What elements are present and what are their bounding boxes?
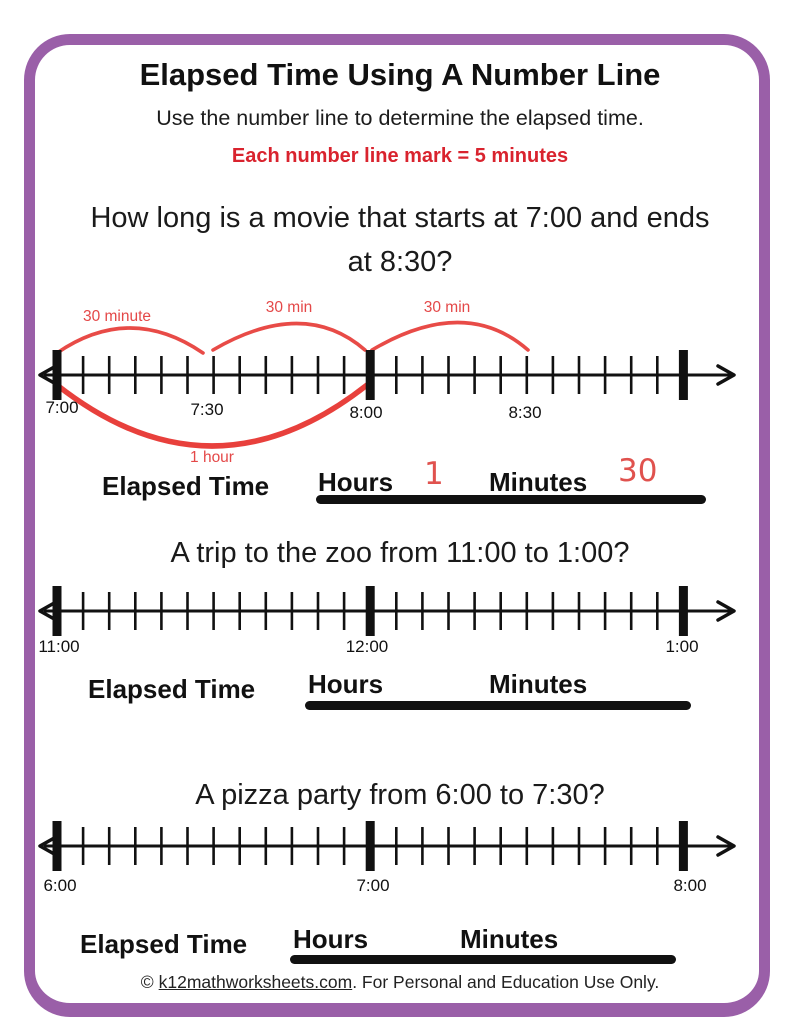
minutes-label-1: Minutes <box>489 467 588 497</box>
number-line-2 <box>38 586 736 636</box>
tick-label-800: 8:00 <box>349 403 383 422</box>
arc-label-1-hour: 1 hour <box>190 449 234 466</box>
arc-1-hour-bottom <box>54 382 370 449</box>
hours-label-1: Hours <box>318 467 394 497</box>
question-1: How long is a movie that starts at 7:00 … <box>90 202 710 278</box>
hours-label-3: Hours <box>293 924 369 954</box>
number-line-1 <box>38 320 736 449</box>
tick-label-700: 7:00 <box>45 398 79 417</box>
arc-label-30-min-2: 30 min <box>265 299 313 316</box>
question-2: A trip to the zoo from 11:00 to 1:00? <box>170 537 630 569</box>
tick-label-1100: 11:00 <box>38 637 80 656</box>
tick-label-100: 1:00 <box>665 637 699 656</box>
footer-usage-text: . For Personal and Education Use Only. <box>352 972 660 992</box>
footer-link[interactable]: k12mathworksheets.com <box>158 972 353 992</box>
arc-700-730 <box>55 326 205 355</box>
answer-line-1 <box>316 495 706 504</box>
question-3: A pizza party from 6:00 to 7:30? <box>195 779 605 811</box>
footer: © k12mathworksheets.com. For Personal and… <box>0 972 800 993</box>
elapsed-time-label-1: Elapsed Time <box>102 471 270 501</box>
hours-label-2: Hours <box>308 669 384 699</box>
arc-label-30-minute: 30 minute <box>82 308 152 325</box>
tick-label-730: 7:30 <box>190 400 224 419</box>
elapsed-time-label-3: Elapsed Time <box>80 929 248 959</box>
copyright-symbol: © <box>140 972 154 992</box>
arc-label-30-min-3: 30 min <box>423 299 471 316</box>
page-title: Elapsed Time Using A Number Line <box>139 57 661 92</box>
elapsed-time-label-2: Elapsed Time <box>88 674 256 704</box>
arc-800-830 <box>370 320 530 352</box>
minutes-answer-1: 30 <box>618 453 658 489</box>
tick-label-600: 6:00 <box>43 876 77 895</box>
page-border <box>24 34 770 1017</box>
arc-730-800 <box>211 321 367 352</box>
instruction-note: Each number line mark = 5 minutes <box>231 145 569 167</box>
answer-line-3 <box>290 955 676 964</box>
tick-label-700b: 7:00 <box>356 876 390 895</box>
number-line-3 <box>38 821 736 871</box>
page-subtitle: Use the number line to determine the ela… <box>156 106 644 130</box>
tick-label-800b: 8:00 <box>673 876 707 895</box>
hours-answer-1: 1 <box>424 456 444 492</box>
minutes-label-3: Minutes <box>460 924 559 954</box>
minutes-label-2: Minutes <box>489 669 588 699</box>
tick-label-830: 8:30 <box>508 403 542 422</box>
tick-label-1200: 12:00 <box>345 637 389 656</box>
answer-line-2 <box>305 701 691 710</box>
